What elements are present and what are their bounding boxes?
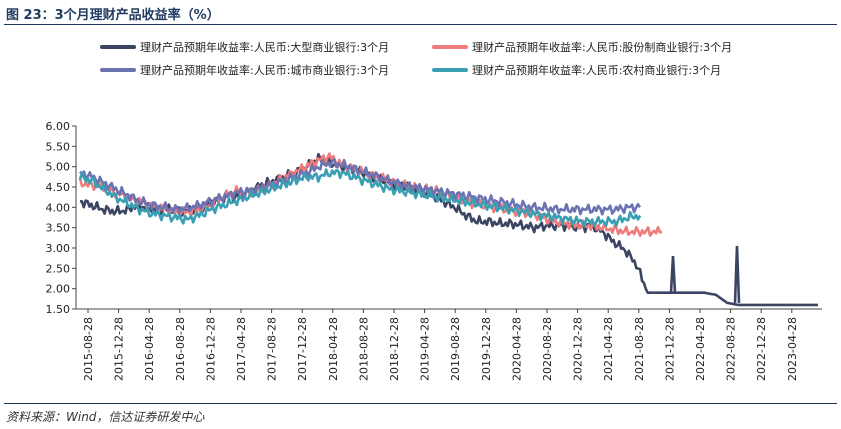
legend-label-4: 理财产品预期年收益率:人民币:农村商业银行:3个月 [472,63,721,77]
series-line-1 [79,152,818,307]
y-tick-label: 1.50 [46,303,71,316]
x-tick-label: 2021-08-28 [633,317,646,381]
x-tick-label: 2018-12-28 [388,317,401,381]
y-tick-label: 5.00 [46,161,71,174]
series-line-4 [78,168,642,228]
y-tick-label: 3.50 [46,222,71,235]
x-tick-label: 2020-08-28 [541,317,554,381]
x-tick-label: 2017-04-28 [235,317,248,381]
chart-legend: 理财产品预期年收益率:人民币:大型商业银行:3个月 理财产品预期年收益率:人民币:… [100,40,732,77]
title-rule [4,24,837,25]
x-tick-label: 2020-04-28 [510,317,523,381]
x-tick-label: 2021-12-28 [663,317,676,381]
bottom-rule [4,403,837,404]
y-tick-label: 2.00 [46,283,71,296]
x-tick-label: 2018-04-28 [327,317,340,381]
x-tick-label: 2020-12-28 [572,317,585,381]
x-tick-label: 2022-04-28 [694,317,707,381]
series-spike [733,245,741,303]
x-tick-label: 2015-12-28 [113,317,126,381]
x-tick-label: 2017-12-28 [296,317,309,381]
x-tick-label: 2022-08-28 [725,317,738,381]
legend-label-2: 理财产品预期年收益率:人民币:股份制商业银行:3个月 [472,40,732,54]
y-tick-label: 3.00 [46,242,71,255]
series-line-3 [79,158,642,216]
legend-label-1: 理财产品预期年收益率:人民币:大型商业银行:3个月 [140,40,389,54]
x-tick-label: 2016-04-28 [143,317,156,381]
y-tick-label: 5.50 [46,140,71,153]
y-tick-label: 4.00 [46,201,71,214]
x-tick-label: 2018-08-28 [357,317,370,381]
x-tick-label: 2019-12-28 [480,317,493,381]
x-tick-label: 2016-08-28 [174,317,187,381]
chart-axes: 1.50 2.00 2.50 3.00 3.50 4.00 4.50 5.00 5.50 6.00… [46,120,822,381]
x-tick-label: 2023-04-28 [786,317,799,381]
x-tick-label: 2022-12-28 [755,317,768,381]
figure-title: 图 23：3个月理财产品收益率（%） [6,8,220,23]
y-tick-label: 2.50 [46,262,71,275]
source-note: 资料来源：Wind，信达证券研发中心 [6,410,205,424]
x-tick-label: 2016-12-28 [204,317,217,381]
series-layer [78,152,818,307]
legend-label-3: 理财产品预期年收益率:人民币:城市商业银行:3个月 [140,63,389,77]
y-tick-label: 4.50 [46,181,71,194]
y-tick-label: 6.00 [46,120,71,133]
x-tick-label: 2021-04-28 [602,317,615,381]
x-tick-label: 2019-08-28 [449,317,462,381]
x-tick-label: 2015-08-28 [82,317,95,381]
series-spike [669,256,677,293]
x-tick-label: 2019-04-28 [419,317,432,381]
x-tick-label: 2017-08-28 [266,317,279,381]
